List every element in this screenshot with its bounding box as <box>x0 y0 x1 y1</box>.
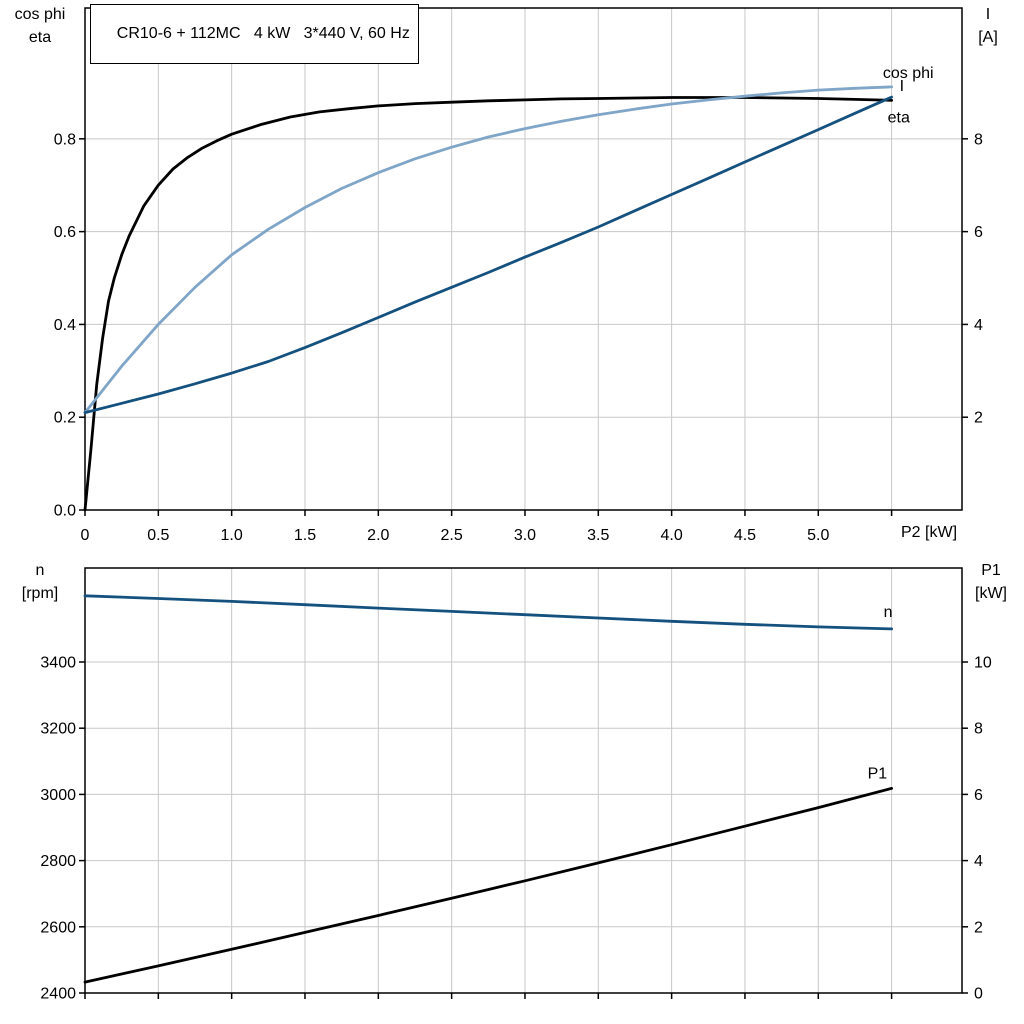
right-tick-label: 4 <box>974 317 983 334</box>
series-P1 <box>83 787 893 984</box>
series-label-I: I <box>900 78 904 95</box>
bottom-right-axis-title-line1: P1 <box>981 562 1001 579</box>
chart-title: CR10-6 + 112MC 4 kW 3*440 V, 60 Hz <box>116 25 410 42</box>
bottom-right-axis-title-line2: [kW] <box>975 585 1007 602</box>
series-label-n: n <box>884 604 893 621</box>
x-tick-label: 2.0 <box>367 527 389 544</box>
series-eta <box>83 96 893 512</box>
left-tick-label: 2800 <box>40 853 76 870</box>
series-cos-phi <box>83 85 893 414</box>
right-axis-title-line2: [A] <box>978 29 998 46</box>
bottom-chart-right-axis-title: P1 [kW] <box>960 559 1022 605</box>
left-axis-title-line2: eta <box>28 29 52 46</box>
x-tick-label: 5.0 <box>807 527 829 544</box>
left-tick-label: 2600 <box>40 919 76 936</box>
left-axis-title-line1: cos phi <box>14 6 66 23</box>
series-I <box>83 95 893 414</box>
series-label-cos-phi: cos phi <box>883 65 934 82</box>
series-label-P1: P1 <box>868 765 888 782</box>
plot-border <box>84 567 963 994</box>
plot-border <box>84 7 963 511</box>
left-tick-label: 3200 <box>40 721 76 738</box>
x-tick-label: 0 <box>81 527 90 544</box>
x-tick-label: 1.5 <box>294 527 316 544</box>
series-label-eta: eta <box>888 109 910 126</box>
top-chart-left-axis-title: cos phi eta <box>0 3 80 49</box>
x-tick-label: 2.5 <box>441 527 463 544</box>
left-tick-label: 0.0 <box>54 503 76 520</box>
right-tick-label: 6 <box>974 787 983 804</box>
left-tick-label: 3000 <box>40 787 76 804</box>
series-n <box>83 594 893 631</box>
left-tick-label: 3400 <box>40 655 76 672</box>
bottom-chart-left-axis-title: n [rpm] <box>0 559 80 605</box>
right-tick-label: 8 <box>974 131 983 148</box>
left-tick-label: 0.6 <box>54 224 76 241</box>
right-tick-label: 8 <box>974 721 983 738</box>
right-axis-title-line1: I <box>985 6 991 23</box>
left-tick-label: 0.4 <box>54 317 76 334</box>
x-tick-label: 3.0 <box>514 527 536 544</box>
x-tick-label: 4.5 <box>734 527 756 544</box>
right-tick-label: 2 <box>974 410 983 427</box>
x-tick-label: 1.0 <box>221 527 243 544</box>
chart-title-box: CR10-6 + 112MC 4 kW 3*440 V, 60 Hz <box>90 4 419 64</box>
right-tick-label: 6 <box>974 224 983 241</box>
right-tick-label: 4 <box>974 853 983 870</box>
left-tick-label: 0.8 <box>54 131 76 148</box>
left-tick-label: 0.2 <box>54 410 76 427</box>
x-tick-label: 3.5 <box>587 527 609 544</box>
bottom-left-axis-title-line2: [rpm] <box>21 585 59 602</box>
top-chart: 0 0.5 1.0 1.5 2.0 2.5 3.0 3.5 4.0 4.5 5.0 0.0 0.2 0.4… <box>54 7 983 544</box>
right-tick-label: 0 <box>974 986 983 1003</box>
left-tick-label: 2400 <box>40 986 76 1003</box>
right-tick-label: 10 <box>974 655 992 672</box>
top-chart-right-axis-title: I [A] <box>958 3 1018 49</box>
x-tick-label: 4.0 <box>660 527 682 544</box>
x-axis-label: P2 [kW] <box>901 524 958 541</box>
bottom-left-axis-title-line1: n <box>35 562 45 579</box>
right-tick-label: 2 <box>974 919 983 936</box>
bottom-chart: 2400 2600 2800 3000 3200 3400 0 2 4 6 8 10 n P1 <box>40 567 992 1003</box>
x-tick-label: 0.5 <box>147 527 169 544</box>
